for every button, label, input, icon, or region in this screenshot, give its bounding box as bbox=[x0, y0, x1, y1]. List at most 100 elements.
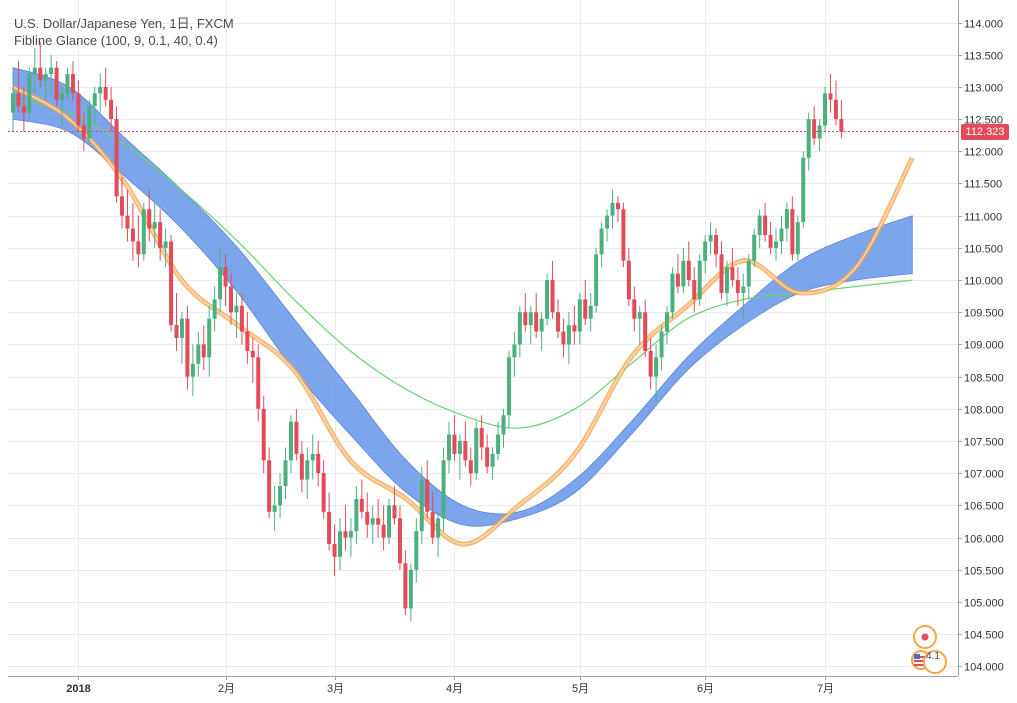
candle[interactable] bbox=[310, 434, 315, 480]
candle[interactable] bbox=[588, 292, 593, 332]
candle[interactable] bbox=[354, 486, 359, 545]
candle[interactable] bbox=[675, 254, 680, 293]
candle[interactable] bbox=[397, 505, 402, 570]
candle[interactable] bbox=[643, 299, 648, 358]
candle[interactable] bbox=[719, 241, 724, 300]
candle[interactable] bbox=[648, 338, 653, 390]
candle[interactable] bbox=[38, 41, 43, 87]
candle[interactable] bbox=[359, 479, 364, 519]
candle[interactable] bbox=[425, 460, 430, 519]
candle[interactable] bbox=[665, 305, 669, 345]
candle[interactable] bbox=[452, 415, 457, 461]
candle[interactable] bbox=[114, 106, 119, 203]
candle[interactable] bbox=[65, 67, 70, 100]
candle[interactable] bbox=[741, 273, 746, 319]
candle[interactable] bbox=[654, 344, 659, 403]
candle[interactable] bbox=[376, 498, 381, 538]
candle[interactable] bbox=[92, 86, 97, 126]
candle[interactable] bbox=[16, 61, 21, 113]
candle[interactable] bbox=[365, 492, 370, 538]
candle[interactable] bbox=[833, 80, 838, 126]
candle[interactable] bbox=[185, 305, 190, 390]
candle[interactable] bbox=[21, 86, 26, 132]
candle[interactable] bbox=[141, 202, 146, 261]
candle[interactable] bbox=[414, 518, 419, 583]
calendar-event-icon[interactable] bbox=[913, 625, 937, 649]
candle[interactable] bbox=[256, 344, 261, 422]
candle[interactable] bbox=[283, 447, 288, 499]
candle[interactable] bbox=[125, 189, 130, 242]
candle[interactable] bbox=[632, 286, 637, 332]
candle[interactable] bbox=[381, 505, 386, 551]
candle[interactable] bbox=[70, 61, 75, 100]
candle[interactable] bbox=[746, 254, 751, 300]
candle[interactable] bbox=[436, 511, 441, 557]
candle[interactable] bbox=[207, 305, 212, 377]
candle[interactable] bbox=[512, 331, 517, 377]
candle[interactable] bbox=[485, 434, 490, 474]
candle[interactable] bbox=[577, 292, 582, 345]
candle[interactable] bbox=[594, 247, 599, 313]
candle[interactable] bbox=[550, 260, 555, 319]
candle[interactable] bbox=[261, 395, 266, 474]
candle[interactable] bbox=[245, 312, 250, 364]
candle[interactable] bbox=[103, 67, 108, 107]
candle[interactable] bbox=[98, 74, 103, 113]
candle[interactable] bbox=[474, 421, 479, 480]
candle[interactable] bbox=[49, 54, 54, 94]
candlesticks[interactable] bbox=[11, 41, 844, 622]
candle[interactable] bbox=[305, 447, 310, 499]
candle[interactable] bbox=[447, 421, 451, 474]
candle[interactable] bbox=[190, 344, 195, 396]
candle[interactable] bbox=[561, 318, 566, 358]
candle[interactable] bbox=[779, 215, 784, 255]
candle[interactable] bbox=[801, 151, 806, 229]
candle[interactable] bbox=[681, 247, 686, 293]
candle[interactable] bbox=[250, 338, 255, 384]
candle[interactable] bbox=[496, 421, 501, 461]
candle[interactable] bbox=[506, 350, 511, 429]
candle[interactable] bbox=[27, 67, 32, 120]
candle[interactable] bbox=[523, 292, 528, 332]
candle[interactable] bbox=[332, 524, 337, 577]
candle[interactable] bbox=[637, 305, 642, 345]
candle[interactable] bbox=[327, 492, 332, 551]
candle[interactable] bbox=[408, 563, 413, 622]
candle[interactable] bbox=[528, 305, 533, 345]
candle[interactable] bbox=[724, 260, 729, 306]
candle[interactable] bbox=[288, 415, 293, 474]
candle[interactable] bbox=[441, 447, 446, 532]
candle[interactable] bbox=[828, 74, 833, 113]
candle[interactable] bbox=[626, 247, 631, 306]
candle[interactable] bbox=[468, 447, 473, 487]
candle[interactable] bbox=[218, 247, 223, 313]
candle[interactable] bbox=[501, 408, 506, 448]
candle[interactable] bbox=[806, 112, 811, 171]
candle[interactable] bbox=[32, 48, 37, 94]
candle[interactable] bbox=[76, 80, 81, 132]
time-axis[interactable]: 2018 2月 3月 4月 5月 6月 7月 bbox=[66, 676, 834, 695]
candle[interactable] bbox=[670, 267, 675, 319]
candle[interactable] bbox=[539, 312, 544, 351]
candle[interactable] bbox=[463, 421, 468, 467]
candle[interactable] bbox=[174, 292, 179, 351]
candle[interactable] bbox=[158, 209, 163, 261]
candle[interactable] bbox=[196, 331, 201, 377]
candle[interactable] bbox=[692, 267, 697, 313]
candle[interactable] bbox=[572, 305, 577, 345]
candle[interactable] bbox=[430, 492, 435, 545]
candle[interactable] bbox=[163, 228, 168, 268]
candle[interactable] bbox=[147, 189, 152, 242]
candle[interactable] bbox=[768, 222, 773, 255]
candle[interactable] bbox=[556, 299, 560, 338]
candle[interactable] bbox=[784, 202, 789, 242]
candle[interactable] bbox=[659, 325, 664, 371]
candle[interactable] bbox=[566, 312, 571, 364]
event-markers[interactable]: 4.1 bbox=[905, 624, 951, 676]
candle[interactable] bbox=[545, 273, 550, 326]
candle[interactable] bbox=[812, 106, 817, 145]
candle[interactable] bbox=[697, 254, 702, 306]
earnings-marker-icon[interactable] bbox=[923, 650, 947, 674]
candle[interactable] bbox=[43, 67, 48, 100]
